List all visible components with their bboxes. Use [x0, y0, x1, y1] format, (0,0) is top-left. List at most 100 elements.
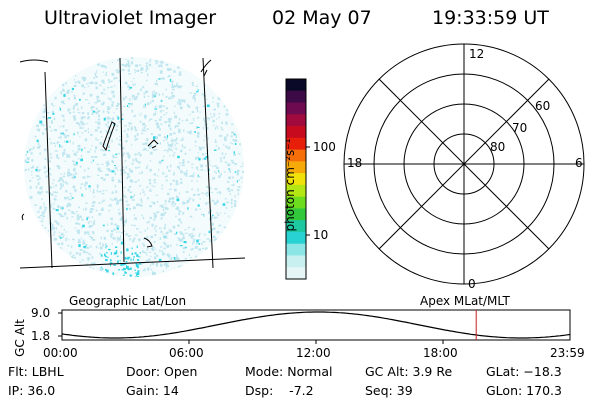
noise-speck — [36, 139, 39, 143]
noise-speck — [173, 227, 176, 229]
noise-speck — [62, 125, 65, 128]
noise-speck — [77, 131, 79, 135]
noise-speck — [176, 84, 178, 87]
noise-speck — [151, 224, 154, 227]
noise-speck — [88, 131, 90, 134]
noise-speck — [99, 130, 102, 133]
noise-speck — [26, 151, 29, 153]
noise-speck — [198, 146, 201, 148]
noise-speck — [154, 105, 157, 108]
noise-speck — [80, 116, 83, 120]
noise-speck — [224, 171, 226, 174]
noise-speck — [181, 120, 184, 122]
noise-speck — [104, 243, 107, 247]
noise-speck — [204, 135, 206, 138]
noise-speck — [72, 254, 75, 257]
noise-speck — [113, 264, 116, 266]
noise-speck — [73, 167, 76, 170]
noise-speck — [152, 271, 154, 274]
noise-speck — [153, 218, 156, 221]
noise-speck — [155, 248, 157, 250]
noise-speck — [69, 210, 71, 211]
noise-speck — [166, 174, 168, 177]
noise-speck — [91, 205, 95, 207]
noise-speck — [125, 59, 127, 61]
noise-speck — [215, 171, 217, 174]
noise-speck — [167, 118, 170, 121]
noise-speck — [189, 215, 193, 218]
noise-speck — [111, 176, 114, 179]
noise-speck — [188, 131, 192, 135]
noise-speck — [154, 234, 157, 236]
noise-speck — [151, 91, 154, 93]
noise-speck — [96, 174, 100, 176]
emission-noise — [24, 57, 244, 277]
noise-speck — [136, 228, 139, 230]
noise-speck — [117, 200, 120, 202]
noise-speck — [202, 126, 204, 130]
noise-speck — [159, 70, 163, 74]
noise-speck — [53, 191, 56, 194]
noise-speck — [61, 114, 63, 117]
noise-speck — [164, 203, 167, 205]
noise-speck — [134, 217, 137, 220]
noise-speck — [180, 139, 184, 141]
noise-speck — [111, 160, 115, 164]
noise-speck — [120, 232, 123, 234]
noise-speck — [114, 84, 116, 87]
noise-speck — [226, 147, 228, 149]
noise-speck — [34, 135, 37, 138]
noise-speck — [89, 253, 92, 256]
noise-speck — [106, 168, 108, 170]
noise-speck — [90, 225, 94, 227]
noise-speck — [199, 111, 201, 113]
noise-speck — [162, 110, 165, 112]
noise-speck — [193, 227, 195, 231]
noise-speck — [141, 132, 144, 135]
noise-speck — [58, 136, 61, 139]
noise-speck — [155, 62, 158, 65]
noise-speck — [227, 163, 231, 167]
noise-speck — [129, 274, 132, 277]
noise-speck — [160, 263, 163, 267]
noise-speck — [45, 191, 48, 194]
noise-speck — [150, 133, 153, 135]
noise-speck — [75, 75, 77, 77]
noise-speck — [193, 194, 196, 196]
noise-speck — [109, 130, 113, 134]
noise-speck — [88, 252, 90, 255]
noise-speck — [125, 218, 127, 221]
noise-speck — [63, 140, 66, 143]
noise-speck — [101, 268, 104, 270]
noise-speck — [88, 82, 92, 84]
noise-speck — [174, 105, 176, 107]
noise-speck — [122, 230, 126, 232]
noise-speck — [122, 169, 125, 171]
noise-speck — [189, 175, 193, 177]
noise-speck — [84, 184, 87, 187]
noise-speck — [174, 203, 176, 206]
noise-speck — [126, 248, 129, 252]
noise-speck — [81, 122, 84, 126]
noise-speck — [68, 108, 71, 111]
noise-speck — [59, 237, 62, 239]
noise-speck — [154, 82, 158, 85]
noise-speck — [212, 177, 216, 180]
noise-speck — [110, 230, 114, 233]
noise-speck — [212, 200, 214, 202]
noise-speck — [146, 128, 149, 130]
noise-speck — [160, 104, 163, 108]
mode-info: Mode: Normal — [245, 364, 333, 379]
noise-speck — [114, 251, 118, 254]
noise-speck — [210, 209, 212, 212]
colorbar-tick-label: 100 — [313, 140, 336, 154]
noise-speck — [147, 227, 149, 230]
noise-speck — [95, 146, 98, 150]
noise-speck — [192, 238, 196, 240]
noise-speck — [111, 72, 115, 76]
noise-speck — [82, 239, 85, 243]
noise-speck — [117, 116, 120, 120]
noise-speck — [138, 238, 141, 242]
noise-speck — [162, 77, 165, 80]
